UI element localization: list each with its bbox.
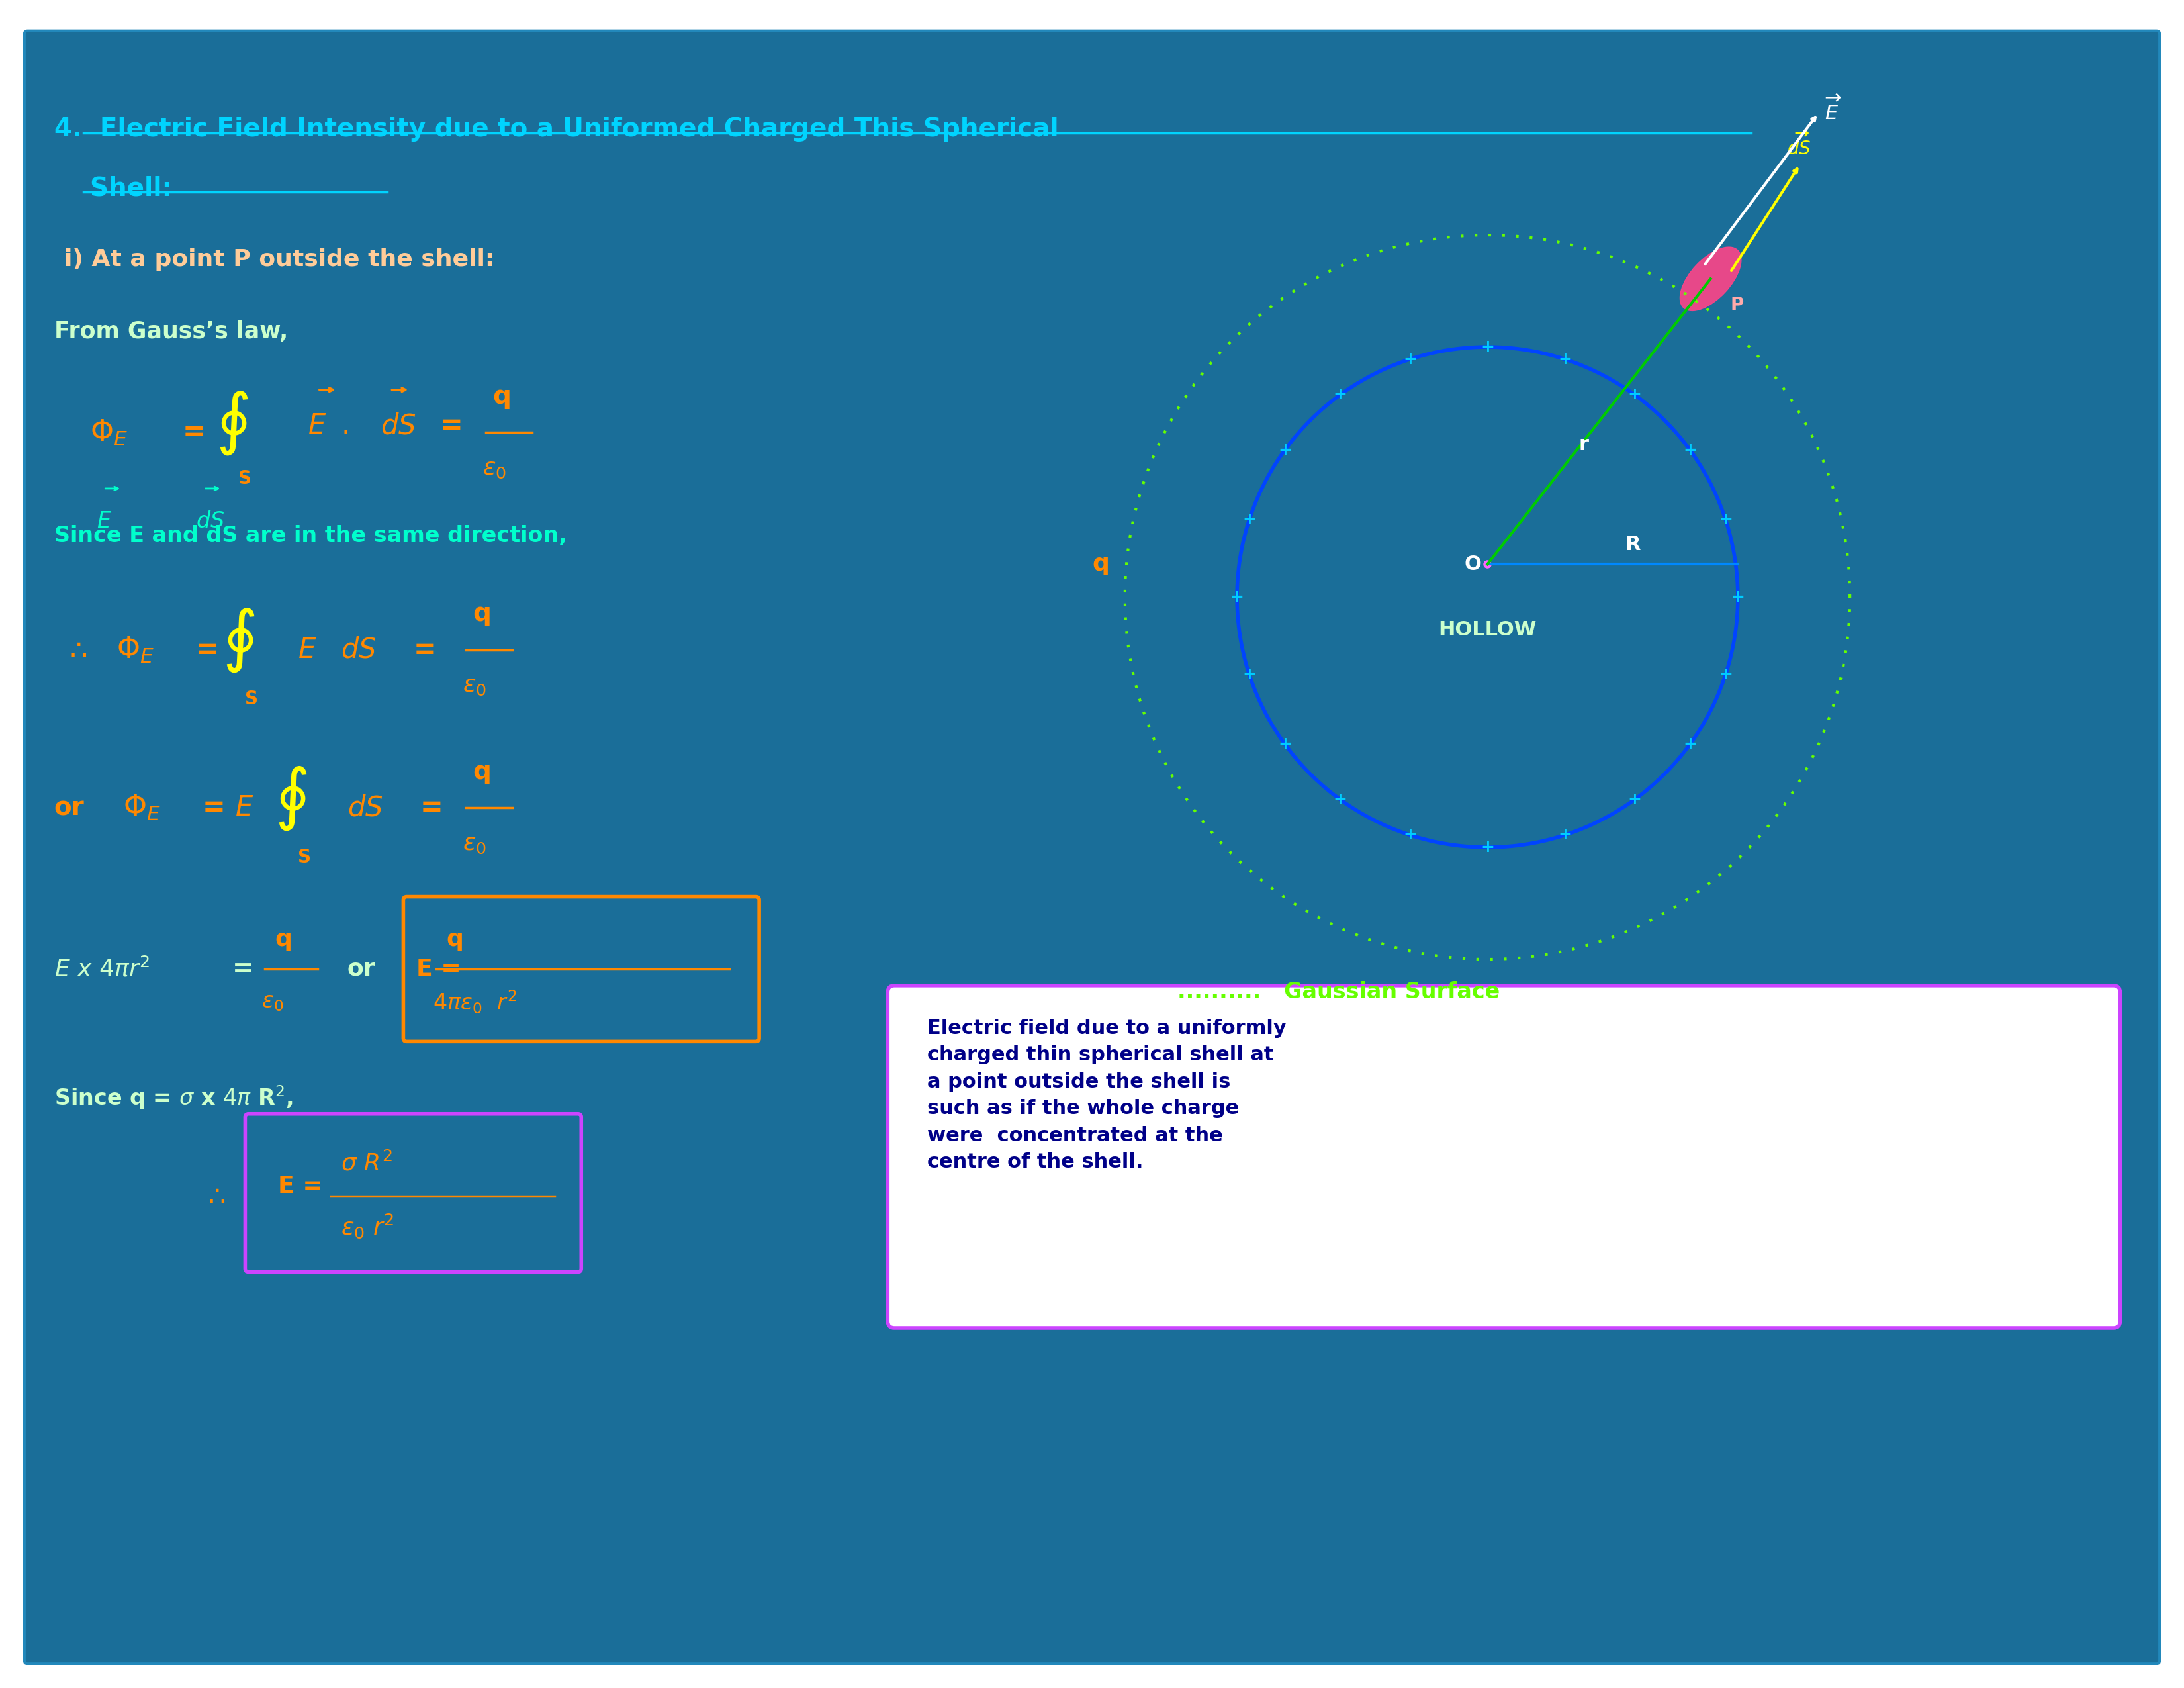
Text: $E$: $E$: [308, 412, 325, 441]
Text: P: P: [1730, 295, 1743, 314]
Text: $dS$: $dS$: [197, 510, 225, 532]
Text: +: +: [1402, 351, 1417, 366]
Text: Electric field due to a uniformly
charged thin spherical shell at
a point outsid: Electric field due to a uniformly charge…: [928, 1018, 1286, 1171]
Text: E =: E =: [417, 957, 461, 981]
Text: =: =: [232, 957, 253, 982]
Text: q: q: [1092, 554, 1109, 576]
Text: q: q: [491, 383, 511, 408]
Text: $\varepsilon_0$: $\varepsilon_0$: [483, 457, 507, 479]
Text: $\oint$: $\oint$: [216, 388, 249, 457]
Text: +: +: [1557, 351, 1572, 366]
Text: +: +: [1684, 442, 1697, 457]
Text: $4\pi\varepsilon_0\ \ r^2$: $4\pi\varepsilon_0\ \ r^2$: [432, 989, 518, 1016]
Ellipse shape: [1679, 246, 1741, 311]
Text: =: =: [419, 793, 443, 822]
Text: q: q: [472, 601, 491, 626]
Text: $E\ x\ 4\pi r^2$: $E\ x\ 4\pi r^2$: [55, 957, 151, 981]
Text: E =: E =: [277, 1175, 323, 1197]
Text: +: +: [1402, 827, 1417, 842]
Text: $E$: $E$: [236, 793, 253, 822]
Text: q: q: [275, 928, 293, 950]
Text: or: or: [347, 957, 376, 981]
Text: +: +: [1230, 589, 1245, 604]
Text: $\therefore$: $\therefore$: [203, 1182, 225, 1210]
Text: $\oint$: $\oint$: [223, 606, 256, 674]
Text: Shell:: Shell:: [55, 176, 173, 201]
Text: +: +: [1557, 827, 1572, 842]
Text: $\overrightarrow{dS}$: $\overrightarrow{dS}$: [1787, 132, 1811, 159]
Text: $\varepsilon_0$: $\varepsilon_0$: [463, 832, 487, 856]
Text: $\varepsilon_0$: $\varepsilon_0$: [262, 991, 284, 1013]
Text: i) At a point P outside the shell:: i) At a point P outside the shell:: [63, 248, 494, 270]
FancyBboxPatch shape: [9, 15, 2175, 1680]
FancyBboxPatch shape: [24, 30, 2160, 1664]
Text: +: +: [1243, 511, 1256, 528]
Text: $\Phi_E$: $\Phi_E$: [122, 793, 162, 822]
Text: S: S: [245, 690, 258, 709]
Text: $\sigma\ R^2$: $\sigma\ R^2$: [341, 1151, 393, 1175]
Text: +: +: [1278, 442, 1291, 457]
Text: +: +: [1684, 736, 1697, 753]
Text: S: S: [297, 847, 310, 866]
Text: =: =: [203, 793, 225, 822]
Text: +: +: [1243, 667, 1256, 682]
Text: $dS$: $dS$: [341, 636, 376, 663]
Text: Since q = $\sigma$ x $4\pi$ R$^2$,: Since q = $\sigma$ x $4\pi$ R$^2$,: [55, 1084, 293, 1111]
Text: From Gauss’s law,: From Gauss’s law,: [55, 321, 288, 343]
Text: 4.  Electric Field Intensity due to a Uniformed Charged This Spherical: 4. Electric Field Intensity due to a Uni…: [55, 116, 1059, 142]
Text: $.\ $: $.\ $: [341, 412, 347, 441]
Text: +: +: [1481, 339, 1494, 354]
Text: r: r: [1579, 436, 1588, 454]
Text: $\oint$: $\oint$: [275, 765, 308, 832]
Text: R: R: [1625, 535, 1640, 554]
Text: $\therefore$: $\therefore$: [63, 636, 87, 663]
Text: or: or: [55, 795, 85, 820]
Text: +: +: [1719, 667, 1732, 682]
Text: =: =: [197, 636, 218, 663]
Text: +: +: [1719, 511, 1732, 528]
Text: =: =: [439, 412, 463, 441]
Text: $dS$: $dS$: [380, 412, 415, 441]
Text: $\varepsilon_0\ r^2$: $\varepsilon_0\ r^2$: [341, 1212, 393, 1239]
Text: +: +: [1332, 387, 1348, 403]
Text: $\overrightarrow{E}$: $\overrightarrow{E}$: [1826, 95, 1841, 123]
Text: =: =: [183, 419, 205, 446]
Text: HOLLOW: HOLLOW: [1439, 621, 1538, 640]
Text: +: +: [1732, 589, 1745, 604]
FancyBboxPatch shape: [245, 1114, 581, 1273]
Text: Since E and dS are in the same direction,: Since E and dS are in the same direction…: [55, 525, 568, 547]
Text: O: O: [1463, 555, 1481, 574]
Text: +: +: [1627, 387, 1642, 403]
Text: $E$: $E$: [297, 636, 317, 663]
Text: S: S: [238, 469, 251, 488]
Text: $\varepsilon_0$: $\varepsilon_0$: [463, 675, 487, 697]
Text: q: q: [446, 928, 463, 950]
Text: +: +: [1278, 736, 1291, 753]
FancyBboxPatch shape: [887, 986, 2121, 1328]
Text: ..........   Gaussian Surface: .......... Gaussian Surface: [1177, 981, 1500, 1003]
FancyBboxPatch shape: [404, 896, 760, 1041]
Text: $\Phi_E$: $\Phi_E$: [90, 419, 129, 447]
Text: +: +: [1481, 839, 1494, 856]
Text: =: =: [413, 636, 437, 663]
Text: $dS$: $dS$: [347, 793, 382, 822]
Text: q: q: [472, 760, 491, 785]
Text: $E$: $E$: [96, 510, 111, 532]
Text: $\Phi_E$: $\Phi_E$: [116, 635, 155, 665]
Text: +: +: [1627, 792, 1642, 807]
Text: +: +: [1332, 792, 1348, 807]
